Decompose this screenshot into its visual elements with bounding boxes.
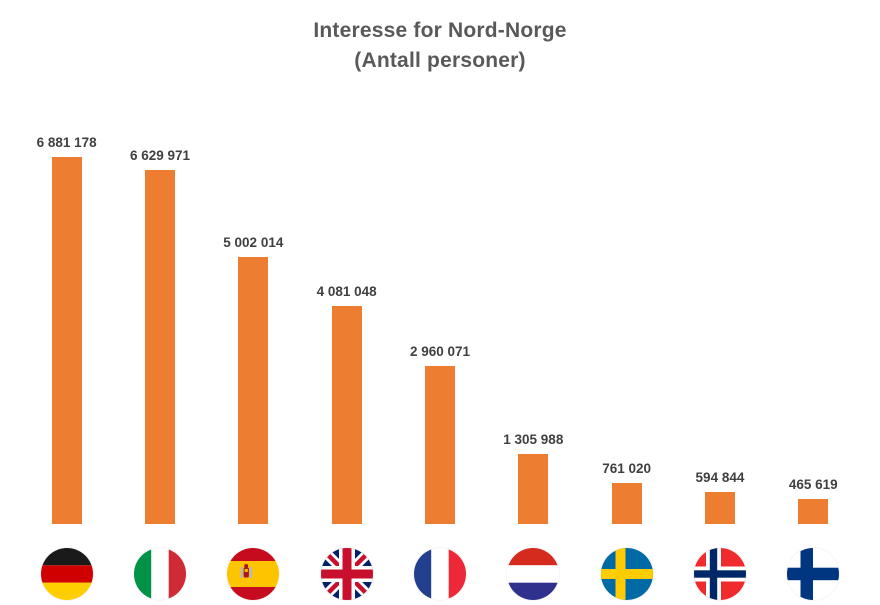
chart-title-line2: (Antall personer)	[354, 49, 526, 72]
bar-chart: 6 881 178 6 629 971 5 002 014 4 081 048 2 96…	[20, 0, 860, 605]
chart-column-italy: 6 629 971	[113, 0, 206, 605]
value-label-sweden: 761 020	[602, 461, 652, 476]
france-flag-icon	[413, 548, 466, 600]
bar-area-norway: 594 844	[695, 0, 745, 524]
chart-column-netherlands: 1 305 988	[487, 0, 580, 605]
value-label-france: 2 960 071	[409, 344, 470, 359]
bar-norway	[704, 492, 735, 524]
spain-flag-icon	[227, 548, 280, 600]
norway-flag-icon	[693, 548, 746, 600]
bar-area-netherlands: 1 305 988	[503, 0, 563, 524]
italy-flag-icon	[133, 548, 186, 600]
bar-germany	[51, 157, 82, 524]
chart-column-spain: 5 002 014	[207, 0, 300, 605]
chart-column-sweden: 761 020	[580, 0, 673, 605]
value-label-norway: 594 844	[695, 470, 745, 485]
bar-united-kingdom	[331, 306, 362, 524]
value-label-germany: 6 881 178	[36, 135, 97, 150]
finland-flag-icon	[787, 548, 840, 600]
bar-area-sweden: 761 020	[602, 0, 651, 524]
netherlands-flag-icon	[507, 548, 560, 600]
bar-finland	[798, 499, 829, 524]
bar-italy	[144, 170, 175, 524]
chart-column-finland: 465 619	[767, 0, 860, 605]
chart-column-france: 2 960 071	[393, 0, 486, 605]
bar-spain	[238, 257, 269, 524]
sweden-flag-icon	[600, 548, 653, 600]
bar-area-spain: 5 002 014	[223, 0, 283, 524]
bar-area-france: 2 960 071	[410, 0, 470, 524]
chart-title-line1: Interesse for Nord-Norge	[313, 19, 567, 42]
chart-title: Interesse for Nord-Norge (Antall persone…	[0, 16, 880, 76]
value-label-netherlands: 1 305 988	[503, 432, 564, 447]
bar-area-germany: 6 881 178	[37, 0, 97, 524]
chart-column-norway: 594 844	[673, 0, 766, 605]
value-label-united-kingdom: 4 081 048	[316, 284, 377, 299]
bar-area-finland: 465 619	[789, 0, 838, 524]
bar-sweden	[611, 483, 642, 524]
uk-flag-icon	[320, 548, 373, 600]
value-label-spain: 5 002 014	[223, 235, 284, 250]
germany-flag-icon	[40, 548, 93, 600]
bar-area-italy: 6 629 971	[130, 0, 190, 524]
bar-france	[424, 366, 455, 524]
value-label-finland: 465 619	[788, 477, 838, 492]
bar-area-united-kingdom: 4 081 048	[317, 0, 377, 524]
chart-column-united-kingdom: 4 081 048	[300, 0, 393, 605]
bar-netherlands	[518, 454, 549, 524]
value-label-italy: 6 629 971	[129, 148, 191, 163]
chart-column-germany: 6 881 178	[20, 0, 113, 605]
